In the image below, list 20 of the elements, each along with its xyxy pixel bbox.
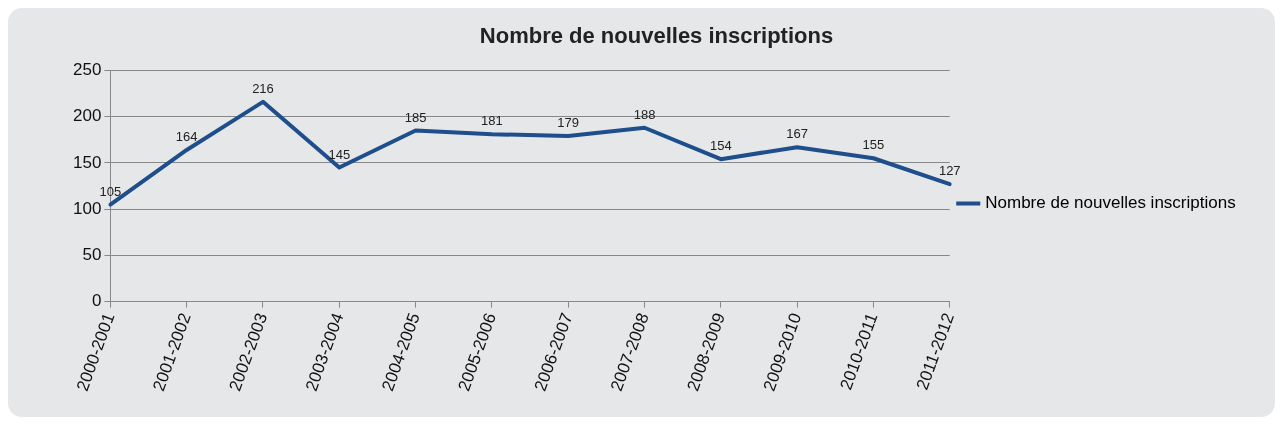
legend-label: Nombre de nouvelles inscriptions [985,193,1236,213]
data-label: 167 [786,126,808,142]
data-label: 164 [175,129,198,145]
data-label: 216 [252,80,274,96]
y-tick-label: 150 [72,152,102,172]
data-label: 145 [328,146,351,162]
data-label: 188 [633,106,656,122]
chart-title: Nombre de nouvelles inscriptions [479,23,834,49]
y-tick-label: 0 [91,291,102,311]
y-tick-label: 250 [72,60,102,80]
y-tick-label: 50 [82,245,102,265]
data-label: 154 [709,138,732,154]
y-tick-label: 100 [72,198,102,218]
data-label: 181 [481,113,503,129]
y-tick-label: 200 [72,106,102,126]
data-label: 105 [99,183,122,199]
data-label: 179 [557,115,580,131]
data-label: 185 [404,109,427,125]
data-label: 155 [862,137,885,153]
data-label: 127 [938,163,961,179]
